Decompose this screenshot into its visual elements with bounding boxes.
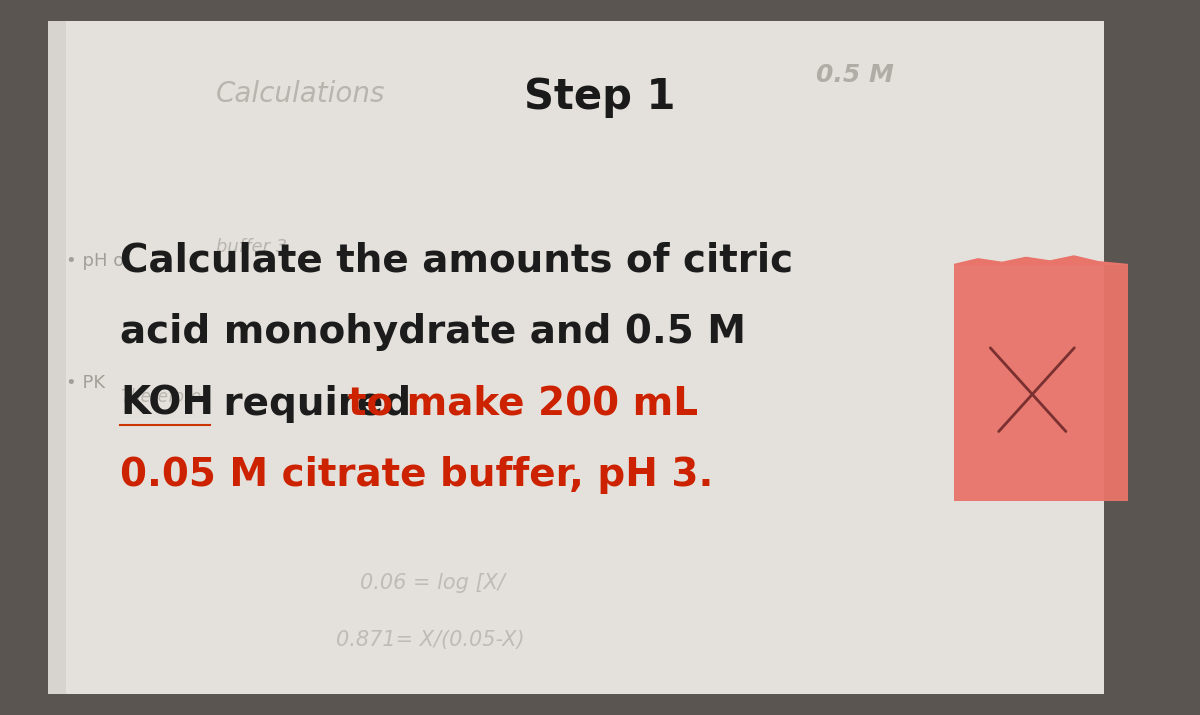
Text: 0.05 M citrate buffer, pH 3.: 0.05 M citrate buffer, pH 3.: [120, 456, 713, 495]
Text: • PK: • PK: [66, 373, 106, 392]
Text: Therefore: Therefore: [120, 388, 202, 406]
Text: KOH: KOH: [120, 385, 214, 423]
Text: Step 1: Step 1: [524, 76, 676, 117]
Text: Calculations: Calculations: [216, 80, 385, 109]
Text: buffer 3: buffer 3: [216, 237, 287, 256]
Bar: [48, 21, 66, 694]
Text: • pH o: • pH o: [66, 252, 125, 270]
Text: 0.5 M: 0.5 M: [816, 63, 894, 87]
Text: required: required: [210, 385, 425, 423]
Bar: [954, 265, 1128, 500]
FancyBboxPatch shape: [48, 21, 1104, 694]
Text: Calculate the amounts of citric: Calculate the amounts of citric: [120, 242, 793, 280]
Text: 0.06 = log [X/: 0.06 = log [X/: [360, 573, 505, 593]
Text: to make 200 mL: to make 200 mL: [348, 385, 698, 423]
Polygon shape: [954, 256, 1128, 265]
Text: acid monohydrate and 0.5 M: acid monohydrate and 0.5 M: [120, 313, 746, 352]
Text: 0.871= X/(0.05-X): 0.871= X/(0.05-X): [336, 630, 524, 650]
